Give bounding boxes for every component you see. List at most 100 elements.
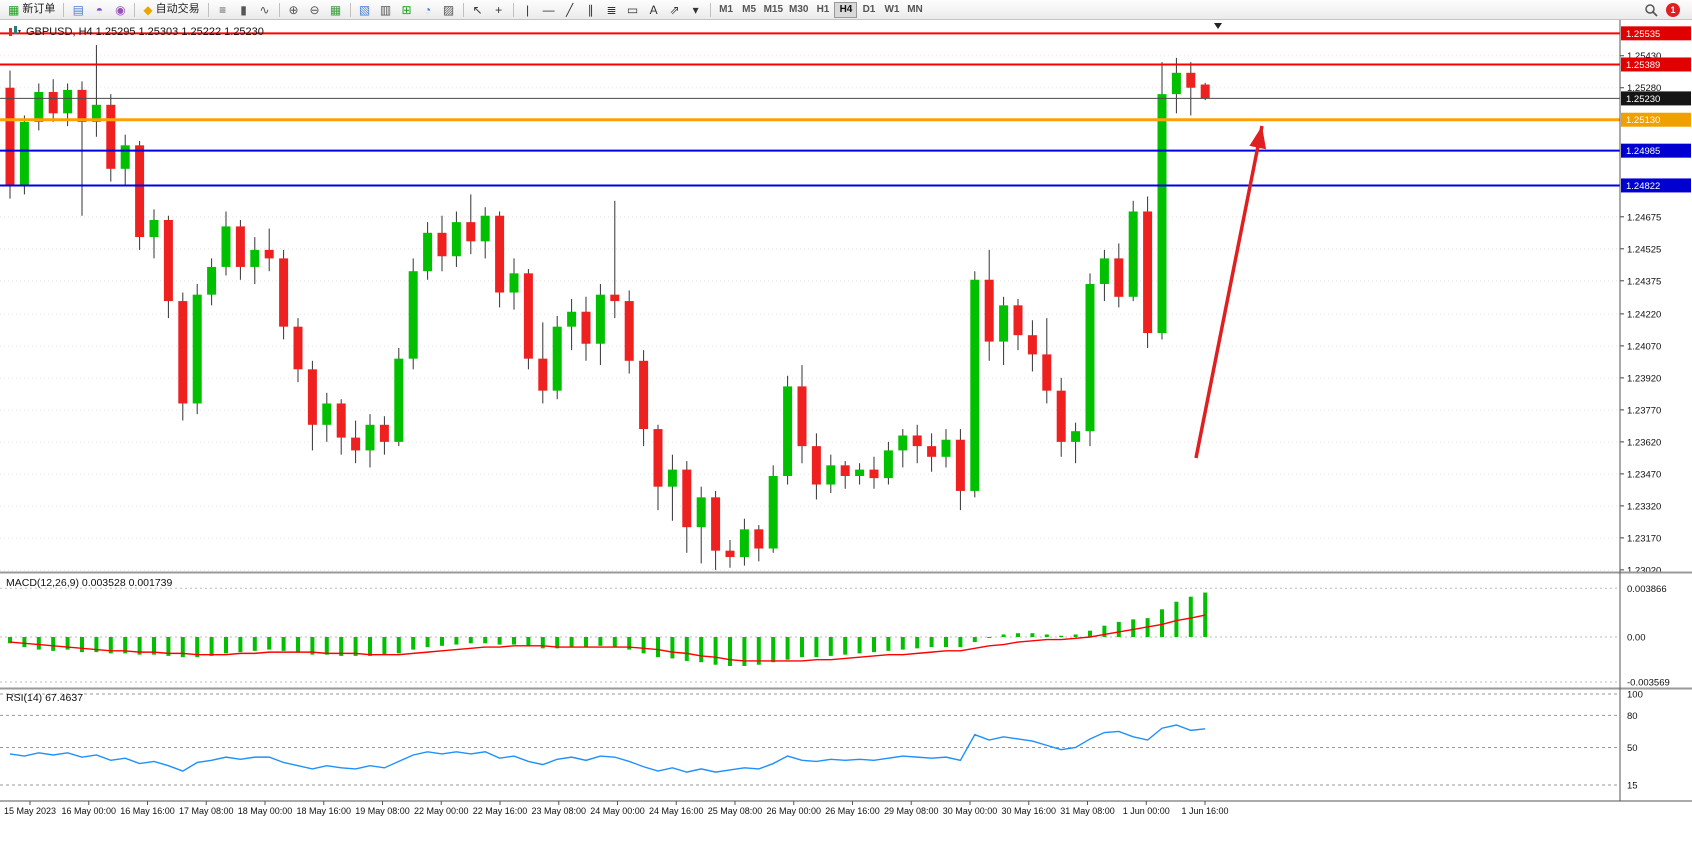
bull-candle — [480, 215, 490, 242]
bull-candle — [451, 222, 461, 257]
macd-histogram-bar — [857, 637, 862, 654]
shapes-button[interactable]: ▭ — [623, 1, 643, 19]
channel-button[interactable]: ∥ — [581, 1, 601, 19]
bull-candle — [207, 266, 217, 295]
new-order-button[interactable]: ▦ 新订单 — [4, 1, 59, 19]
macd-histogram-bar — [180, 637, 185, 658]
templates-button[interactable]: ▨ — [439, 1, 459, 19]
objects-dropdown-icon: ▾ — [692, 2, 699, 17]
profiles-button[interactable]: ▥ — [376, 1, 396, 19]
periods-button[interactable]: ◔ — [418, 1, 438, 19]
macd-histogram-bar — [972, 637, 977, 643]
notification-badge[interactable]: 1 — [1666, 2, 1680, 17]
chart-canvas[interactable]: 1.25430 1.25280 1.24675 1.24525 1.24375 1.242… — [0, 20, 1692, 862]
bull-candle — [34, 92, 44, 122]
new-chart-icon: ▧ — [358, 2, 371, 17]
bull-candle — [1157, 94, 1167, 334]
vertical-line-button[interactable]: | — [518, 1, 538, 19]
time-axis-label: 29 May 08:00 — [884, 806, 939, 816]
timeframe-w1-button[interactable]: W1 — [884, 4, 900, 15]
macd-histogram-bar — [267, 637, 272, 650]
price-axis-tick: 1.24375 — [1627, 276, 1661, 287]
bear-candle — [797, 386, 807, 447]
chart-svg: 1.25430 1.25280 1.24675 1.24525 1.24375 1.242… — [0, 20, 1692, 816]
timeframe-d1-button[interactable]: D1 — [862, 4, 876, 15]
macd-histogram-bar — [80, 637, 84, 653]
bar-chart-button[interactable]: ≡ — [213, 1, 233, 19]
auto-trading-button[interactable]: ◆ 自动交易 — [139, 1, 203, 19]
bear-candle — [106, 104, 116, 169]
timeframe-m30-button[interactable]: M30 — [789, 4, 809, 15]
macd-histogram-bar — [440, 637, 444, 646]
support-line-upper-price-box — [1621, 143, 1691, 158]
macd-histogram-bar — [468, 637, 473, 644]
time-axis-label: 26 May 00:00 — [766, 806, 821, 816]
time-axis-label: 30 May 16:00 — [1001, 806, 1056, 816]
bull-candle — [941, 439, 951, 457]
zoom-out-button[interactable]: ⊖ — [305, 1, 325, 19]
arrows-button[interactable]: ⇗ — [665, 1, 685, 19]
bull-candle — [120, 145, 130, 169]
fibonacci-button[interactable]: ≣ — [602, 1, 622, 19]
toolbar-separator — [278, 2, 280, 17]
macd-histogram-bar — [872, 637, 876, 653]
terminal-icon-button[interactable]: ▤ — [68, 1, 88, 19]
profile-icon-button[interactable]: ◓ — [89, 1, 109, 19]
trendline-button[interactable]: ╱ — [560, 1, 580, 19]
macd-histogram-bar — [641, 637, 646, 654]
macd-histogram-bar — [742, 637, 747, 666]
timeframe-mn-button[interactable]: MN — [907, 4, 923, 15]
bull-candle — [970, 279, 980, 491]
support-line-lower-price-text: 1.24822 — [1626, 181, 1660, 192]
news-icon-button[interactable]: ◉ — [110, 1, 130, 19]
zoom-in-button[interactable]: ⊕ — [284, 1, 304, 19]
price-axis-tick: 1.23920 — [1627, 373, 1661, 384]
macd-indicator-label: MACD(12,26,9) 0.003528 0.001739 — [6, 577, 173, 589]
toolbar-separator — [462, 2, 464, 17]
macd-histogram-bar — [1044, 634, 1049, 637]
toolbar-separator — [349, 2, 351, 17]
macd-histogram-bar — [1088, 630, 1092, 637]
macd-scale-label: 0.00 — [1627, 633, 1646, 644]
search-icon[interactable] — [1644, 3, 1658, 17]
bull-candle — [149, 220, 159, 238]
timeframe-m5-button[interactable]: M5 — [742, 4, 757, 15]
new-chart-button[interactable]: ▧ — [355, 1, 375, 19]
bear-candle — [610, 294, 620, 302]
bull-candle — [322, 403, 332, 425]
bear-candle — [840, 465, 850, 476]
bear-candle — [869, 469, 879, 479]
terminal-icon-icon: ▤ — [72, 2, 85, 17]
tile-windows-button[interactable]: ▦ — [326, 1, 346, 19]
price-axis-tick: 1.23470 — [1627, 469, 1661, 480]
objects-dropdown-button[interactable]: ▾ — [686, 1, 706, 19]
bull-candle — [739, 529, 749, 558]
bear-candle — [466, 222, 476, 242]
rsi-indicator-label: RSI(14) 67.4637 — [6, 692, 84, 704]
cursor-button[interactable]: ↖ — [468, 1, 488, 19]
macd-histogram-bar — [238, 637, 243, 653]
bull-candle — [855, 469, 865, 476]
support-line-upper-price-text: 1.24985 — [1626, 146, 1660, 157]
resistance-line-lower-price-text: 1.25389 — [1626, 60, 1660, 71]
line-chart-button[interactable]: ∿ — [255, 1, 275, 19]
timeframe-m15-button[interactable]: M15 — [763, 4, 784, 15]
bear-candle — [725, 550, 735, 558]
bear-candle — [77, 89, 87, 122]
time-axis-label: 30 May 00:00 — [943, 806, 998, 816]
add-indicator-button[interactable]: ⊞ — [397, 1, 417, 19]
text-button[interactable]: A — [644, 1, 664, 19]
timeframe-h1-button[interactable]: H1 — [816, 4, 830, 15]
shapes-icon: ▭ — [626, 2, 639, 17]
price-axis-tick: 1.24525 — [1627, 244, 1661, 255]
timeframe-h4-button[interactable]: H4 — [834, 1, 858, 18]
timeframe-m1-button[interactable]: M1 — [719, 4, 734, 15]
macd-histogram-bar — [843, 637, 848, 655]
macd-histogram-bar — [612, 637, 617, 648]
price-axis-tick: 1.24070 — [1627, 341, 1661, 352]
candlestick-chart-button[interactable]: ▮ — [234, 1, 254, 19]
horizontal-line-button[interactable]: — — [539, 1, 559, 19]
crosshair-button[interactable]: + — [489, 1, 509, 19]
trend-arrow[interactable] — [1194, 125, 1264, 459]
